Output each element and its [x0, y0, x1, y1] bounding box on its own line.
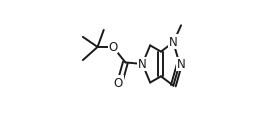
Text: O: O — [114, 76, 123, 89]
Text: O: O — [109, 40, 118, 53]
Text: N: N — [177, 58, 185, 71]
Text: N: N — [138, 58, 147, 71]
Text: N: N — [169, 36, 178, 49]
